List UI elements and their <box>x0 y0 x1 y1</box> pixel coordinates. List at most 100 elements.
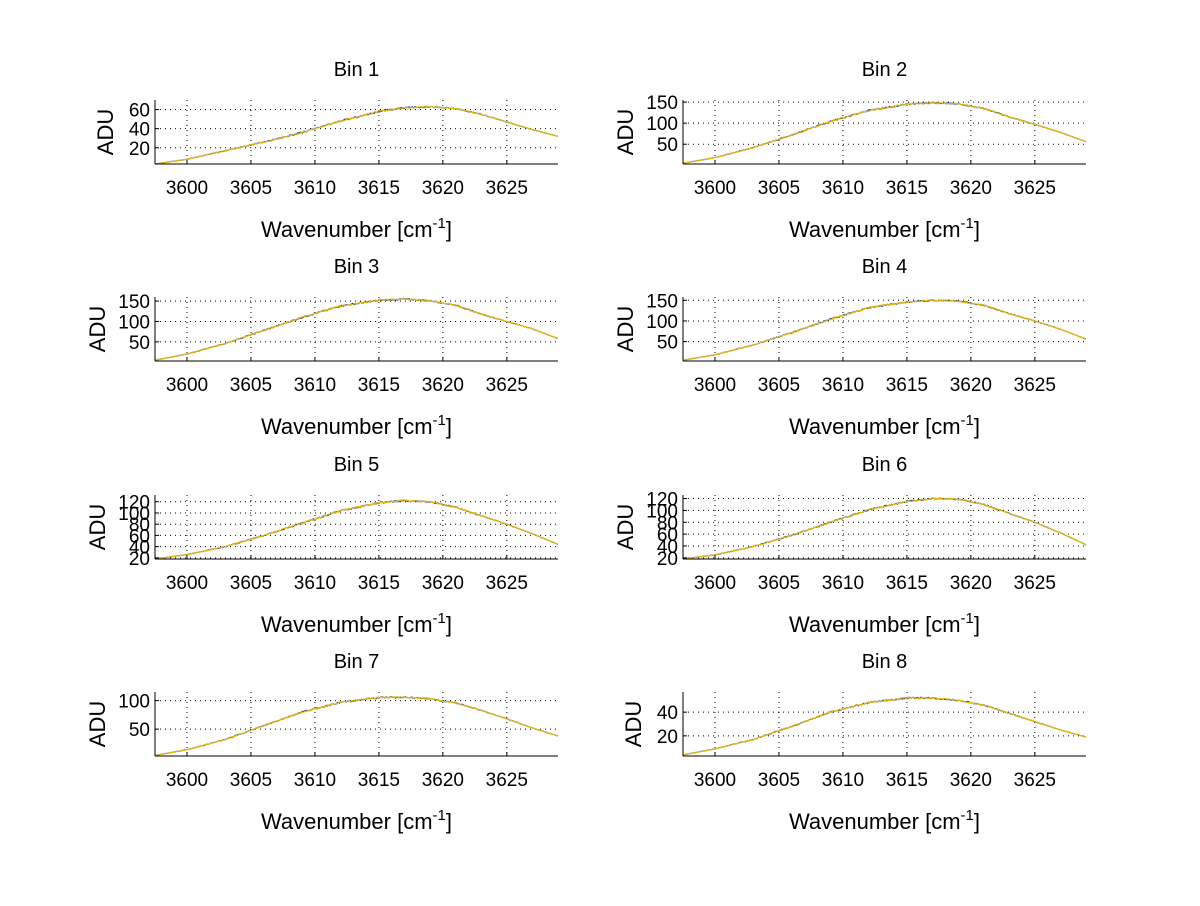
series-line <box>682 696 1087 756</box>
x-tick-label: 3625 <box>486 375 528 396</box>
subplot-title: Bin 6 <box>862 454 908 476</box>
x-tick-label: 3600 <box>166 770 208 791</box>
y-tick-label: 40 <box>129 120 150 141</box>
subplot-7: 3600 3605 3610 3615 3620 3625 50 100 Bin 7 Wavenu… <box>85 651 559 834</box>
y-tick-label: 100 <box>646 501 678 522</box>
x-tick-label: 3620 <box>422 375 464 396</box>
x-tick-label: 3625 <box>1014 375 1056 396</box>
x-tick-label: 3625 <box>486 178 528 199</box>
series-line <box>154 105 559 165</box>
y-tick-label: 80 <box>657 513 678 534</box>
x-tick-label: 3600 <box>694 770 736 791</box>
x-tick-label: 3600 <box>694 573 736 594</box>
x-tick-label: 3605 <box>230 375 272 396</box>
x-tick-label: 3615 <box>358 573 400 594</box>
y-tick-label: 100 <box>646 114 678 135</box>
y-tick-label: 50 <box>129 720 150 741</box>
x-tick-label: 3625 <box>486 573 528 594</box>
x-tick-label: 3625 <box>1014 770 1056 791</box>
x-axis-label: Wavenumber [cm-1] <box>789 412 980 439</box>
x-axis-label: Wavenumber [cm-1] <box>261 610 452 637</box>
x-tick-label: 3600 <box>694 375 736 396</box>
y-axis-label: ADU <box>85 701 110 747</box>
x-tick-label: 3615 <box>886 178 928 199</box>
x-tick-label: 3615 <box>358 375 400 396</box>
series-line <box>682 299 1087 361</box>
x-tick-label: 3610 <box>294 178 336 199</box>
series-line <box>154 696 559 756</box>
series-line <box>154 499 559 560</box>
x-axis-label: Wavenumber [cm-1] <box>789 215 980 242</box>
subplot-title: Bin 8 <box>862 651 908 673</box>
y-tick-label: 50 <box>129 333 150 354</box>
y-tick-label: 150 <box>646 93 678 114</box>
x-tick-label: 3625 <box>1014 573 1056 594</box>
x-tick-label: 3600 <box>166 573 208 594</box>
x-tick-label: 3615 <box>886 770 928 791</box>
x-tick-label: 3610 <box>822 770 864 791</box>
x-axis-label: Wavenumber [cm-1] <box>261 807 452 834</box>
series-line <box>682 101 1087 164</box>
x-tick-label: 3605 <box>758 375 800 396</box>
y-tick-label: 60 <box>129 526 150 547</box>
x-tick-label: 3620 <box>422 770 464 791</box>
x-tick-label: 3615 <box>886 573 928 594</box>
x-tick-label: 3620 <box>950 178 992 199</box>
y-tick-label: 80 <box>129 515 150 536</box>
y-tick-label: 60 <box>129 101 150 122</box>
series-line <box>154 499 559 560</box>
series-line <box>154 105 559 165</box>
series-line <box>682 497 1087 560</box>
y-tick-label: 20 <box>657 549 678 570</box>
y-axis-label: ADU <box>613 306 638 352</box>
y-tick-label: 50 <box>657 333 678 354</box>
x-tick-label: 3605 <box>758 770 800 791</box>
x-tick-label: 3615 <box>886 375 928 396</box>
subplot-8: 3600 3605 3610 3615 3620 3625 20 40 Bin 8 Wavenum… <box>621 651 1087 834</box>
y-tick-label: 120 <box>118 493 150 514</box>
x-axis-label: Wavenumber [cm-1] <box>261 412 452 439</box>
x-tick-label: 3610 <box>822 375 864 396</box>
y-tick-label: 100 <box>646 312 678 333</box>
x-tick-label: 3615 <box>358 178 400 199</box>
y-tick-label: 100 <box>118 692 150 713</box>
x-tick-label: 3620 <box>950 770 992 791</box>
x-axis-label: Wavenumber [cm-1] <box>261 215 452 242</box>
x-tick-label: 3620 <box>422 178 464 199</box>
y-axis-label: ADU <box>93 109 118 155</box>
y-tick-label: 20 <box>129 549 150 570</box>
series-line <box>154 696 559 756</box>
subplot-title: Bin 2 <box>862 59 908 81</box>
x-tick-label: 3620 <box>950 375 992 396</box>
x-tick-label: 3620 <box>422 573 464 594</box>
series-line <box>682 696 1087 756</box>
y-tick-label: 20 <box>657 727 678 748</box>
y-tick-label: 50 <box>657 135 678 156</box>
y-axis-label: ADU <box>85 504 110 550</box>
x-tick-label: 3600 <box>694 178 736 199</box>
y-tick-label: 40 <box>657 537 678 558</box>
x-tick-label: 3625 <box>1014 178 1056 199</box>
x-tick-label: 3610 <box>822 573 864 594</box>
x-tick-label: 3610 <box>294 573 336 594</box>
y-tick-label: 100 <box>118 504 150 525</box>
x-tick-label: 3610 <box>294 770 336 791</box>
y-tick-label: 40 <box>657 703 678 724</box>
y-tick-label: 100 <box>118 312 150 333</box>
x-axis-label: Wavenumber [cm-1] <box>789 610 980 637</box>
subplot-title: Bin 4 <box>862 256 908 278</box>
series-line <box>154 297 559 361</box>
y-axis-label: ADU <box>85 306 110 352</box>
x-tick-label: 3600 <box>166 178 208 199</box>
x-tick-label: 3605 <box>758 573 800 594</box>
subplot-title: Bin 5 <box>334 454 380 476</box>
y-tick-label: 20 <box>129 139 150 160</box>
x-tick-label: 3605 <box>230 573 272 594</box>
